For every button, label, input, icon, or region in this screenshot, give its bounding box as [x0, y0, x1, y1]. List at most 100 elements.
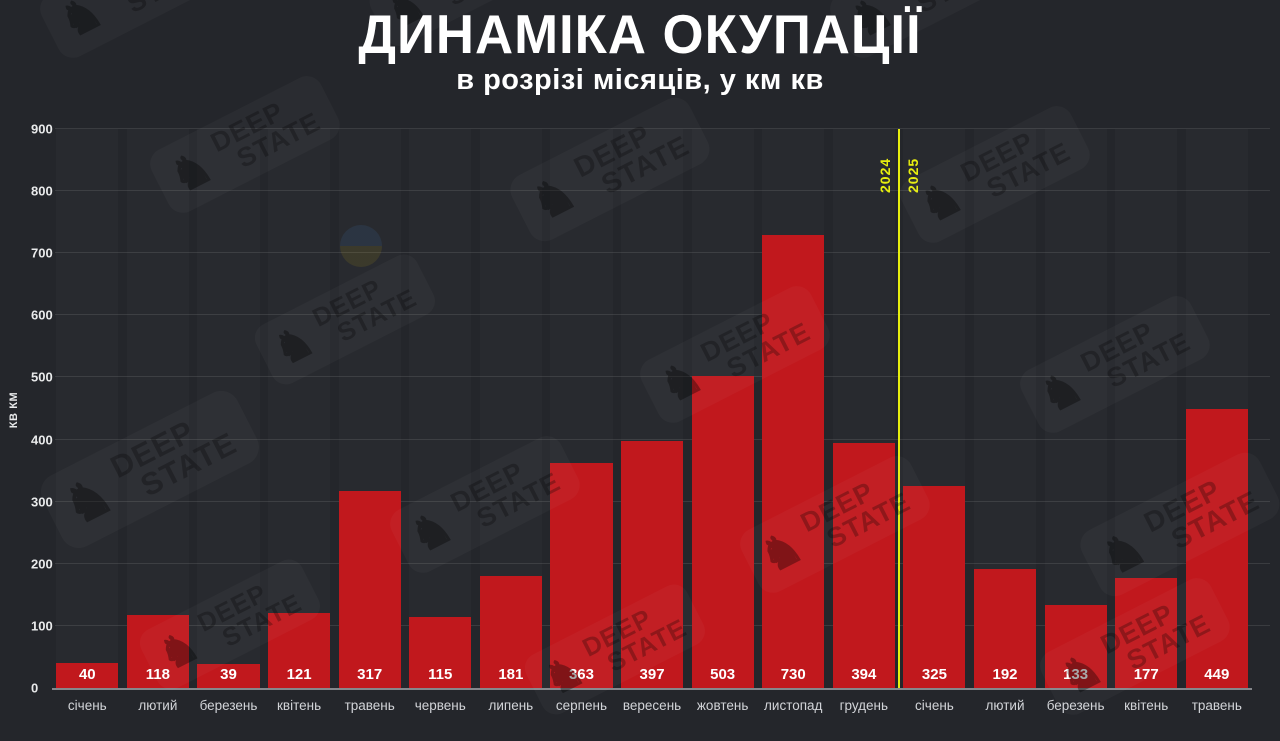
header: ДИНАМІКА ОКУПАЦІЇ в розрізі місяців, у к… [0, 3, 1280, 97]
bar-column: 40 січень [52, 129, 123, 713]
gridline-700 [55, 252, 1270, 254]
bar-column: 317 травень [334, 129, 405, 713]
bar-column: 118 лютий [123, 129, 194, 713]
bar [1185, 409, 1248, 688]
gridline-500 [55, 376, 1270, 378]
y-tick-label: 700 [31, 245, 53, 261]
bar [409, 616, 472, 688]
bar-column: 449 травень [1182, 129, 1253, 713]
bar-column: 730 листопад [758, 129, 829, 713]
bar-value-label: 118 [145, 666, 170, 683]
y-tick-label: 100 [31, 618, 53, 634]
bar-value-label: 503 [710, 666, 736, 683]
bar-value-label: 177 [1133, 666, 1159, 683]
bar [56, 663, 119, 688]
y-tick-label: 800 [31, 183, 53, 199]
bar-column: 503 жовтень [687, 129, 758, 713]
bar [620, 441, 684, 688]
y-tick-label: 900 [31, 121, 53, 137]
year-divider-line [898, 129, 901, 688]
year-label-left: 2024 [877, 157, 894, 193]
bar-value-label: 397 [639, 666, 665, 683]
bar [903, 486, 966, 688]
bar-value-label: 40 [78, 666, 96, 683]
year-label-right: 2025 [905, 157, 922, 193]
y-tick-label: 200 [31, 556, 53, 572]
column-track [268, 129, 330, 688]
bar [1115, 578, 1178, 688]
bar-column: 115 червень [405, 129, 476, 713]
chart-subtitle: в розрізі місяців, у км кв [456, 63, 824, 96]
bar-column: 39 березень [193, 129, 264, 713]
bar-value-label: 363 [568, 666, 594, 683]
bar [973, 568, 1037, 688]
bar [268, 612, 331, 688]
y-tick-label: 300 [31, 494, 53, 510]
x-tick-label: жовтень [696, 698, 749, 713]
bar-value-label: 449 [1204, 666, 1230, 683]
x-tick-label: вересень [622, 698, 682, 713]
bar [832, 443, 895, 688]
plot-area: 0 100 200 300 400 500 600 700 800 900 40 січень 118 л… [31, 122, 1270, 713]
bar-value-label: 133 [1063, 666, 1089, 683]
y-axis-title: КВ КМ [8, 391, 20, 429]
x-tick-label: листопад [764, 698, 823, 713]
bar [479, 575, 542, 688]
x-tick-label: квітень [277, 698, 322, 713]
x-tick-label: квітень [1124, 698, 1169, 713]
y-tick-label: 0 [31, 680, 39, 696]
bar-value-label: 730 [780, 666, 806, 683]
gridline-900 [55, 128, 1270, 129]
x-tick-label: січень [67, 698, 107, 713]
bar [691, 375, 754, 688]
bar [197, 663, 260, 688]
gridline-600 [55, 314, 1270, 316]
x-tick-label: травень [1191, 698, 1242, 713]
x-tick-label: лютий [138, 698, 178, 713]
bar-column: 192 лютий [970, 129, 1041, 713]
bar-column: 181 липень [476, 129, 547, 713]
bar [550, 462, 613, 688]
bar-value-label: 115 [428, 666, 453, 683]
bar [1044, 605, 1107, 688]
bar [338, 491, 401, 688]
bar-column: 177 квітень [1111, 129, 1182, 713]
bar-value-label: 192 [992, 666, 1018, 683]
bar-value-label: 317 [357, 666, 383, 683]
x-tick-label: червень [414, 698, 466, 713]
column-track [56, 129, 118, 688]
bar-column: 394 грудень [829, 129, 900, 713]
y-tick-label: 500 [31, 369, 53, 385]
x-tick-label: березень [199, 698, 258, 713]
x-tick-label: січень [915, 698, 954, 713]
gridline-800 [55, 190, 1270, 192]
x-tick-label: серпень [555, 698, 607, 713]
bar [762, 234, 825, 688]
bar-value-label: 39 [220, 666, 237, 683]
column-track [197, 129, 259, 688]
bar-column: 397 вересень [617, 129, 688, 713]
x-tick-label: травень [344, 698, 395, 713]
x-tick-label: липень [488, 698, 534, 713]
x-tick-label: грудень [839, 698, 889, 713]
bar [126, 614, 189, 688]
y-tick-label: 400 [31, 432, 53, 448]
x-tick-label: лютий [985, 698, 1025, 713]
bar-value-label: 181 [498, 666, 524, 683]
bar-column: 121 квітень [264, 129, 335, 713]
chart-title: ДИНАМІКА ОКУПАЦІЇ [358, 3, 922, 65]
bar-value-label: 121 [286, 666, 312, 683]
bar-column: 133 березень [1040, 129, 1111, 713]
bars-container: 40 січень 118 лютий 39 березень 121 квітень 317 т… [52, 129, 1253, 713]
bar-column: 325 січень [899, 129, 970, 713]
bar-value-label: 394 [851, 666, 877, 683]
bar-value-label: 325 [921, 666, 947, 683]
y-tick-label: 600 [31, 307, 53, 323]
bar-column: 363 серпень [546, 129, 617, 713]
column-track [409, 129, 471, 688]
column-track [127, 129, 189, 688]
gridline-400 [55, 438, 1270, 440]
x-tick-label: березень [1046, 698, 1105, 713]
column-track [1045, 129, 1107, 688]
